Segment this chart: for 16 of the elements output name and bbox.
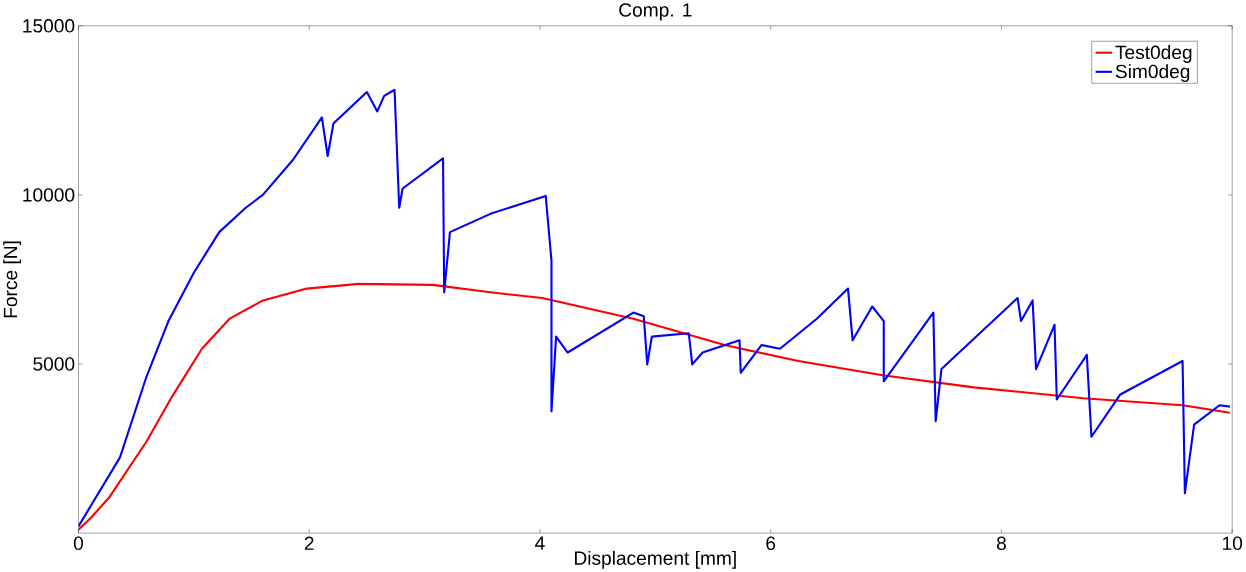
x-axis-title: Displacement [mm]	[575, 550, 736, 569]
x-tick-label: 8	[996, 536, 1006, 551]
x-tick-label: 0	[73, 536, 84, 551]
x-tick-label: 6	[766, 536, 776, 551]
line-series	[78, 282, 1231, 531]
legend-label: Sim0deg	[1115, 64, 1190, 83]
x-tick-label: 4	[535, 536, 545, 550]
y-axis-title: Force [N]	[3, 241, 22, 318]
chart-title: Comp. 1	[619, 3, 692, 21]
line-series	[78, 88, 1231, 528]
y-tick-label: 15000	[23, 19, 75, 33]
y-tick-label: 5000	[33, 357, 75, 371]
legend-label: Test0deg	[1115, 45, 1192, 63]
x-tick-label: 10	[1223, 536, 1243, 551]
x-tick-label: 2	[304, 536, 314, 550]
y-tick-label: 10000	[23, 188, 75, 202]
